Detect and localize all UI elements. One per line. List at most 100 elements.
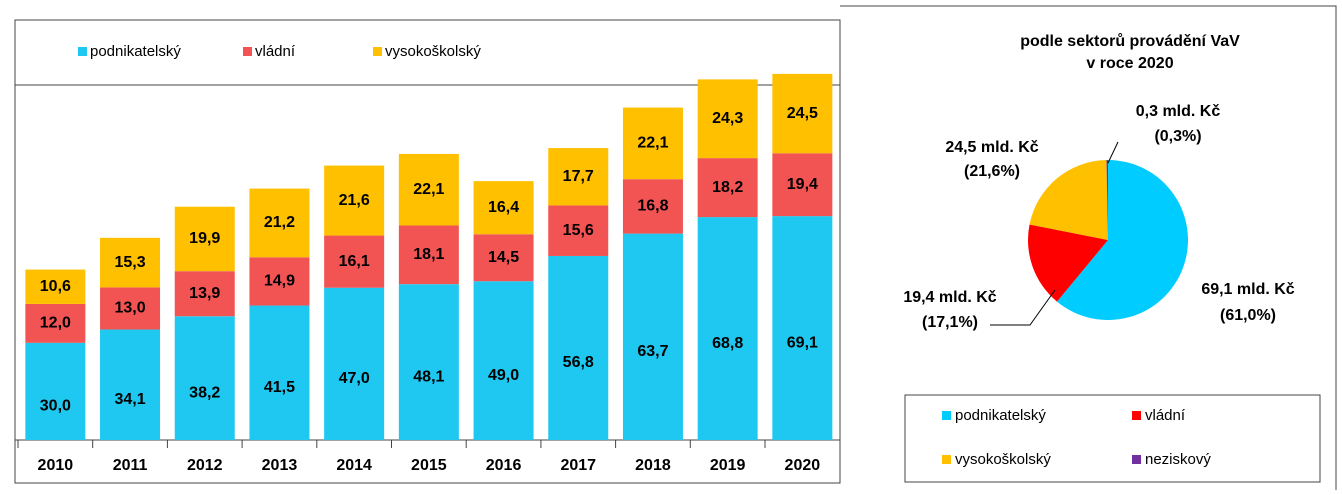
x-tick-label: 2015 [411,457,447,474]
bar-segment [548,148,609,206]
bar-segment [697,79,758,159]
bar-segment [100,329,161,440]
pie-slice [1057,160,1188,320]
data-label: 24,3 [712,110,743,127]
bar-segment [100,237,161,288]
bar-segment [100,287,161,330]
data-label: 10,6 [40,278,71,295]
pie-amount-label: 0,3 mld. Kč [1136,103,1221,120]
bar-segment [548,255,609,440]
pie-slice [1029,160,1108,240]
legend-label: podnikatelský [90,43,181,60]
pie-amount-label: 69,1 mld. Kč [1201,281,1294,298]
x-tick-label: 2014 [336,457,372,474]
pie-title: podle sektorů provádění VaV [1020,33,1240,50]
legend-label: vládní [1145,407,1186,424]
bar-segment [398,284,459,440]
legend-label: neziskový [1145,451,1211,468]
pie-percent-label: (21,6%) [964,163,1020,180]
data-label: 63,7 [637,343,668,360]
x-tick-label: 2011 [113,457,148,474]
data-label: 41,5 [264,379,295,396]
legend-label: vládní [255,43,296,60]
x-tick-label: 2012 [187,457,223,474]
x-tick-label: 2020 [785,457,821,474]
pie-amount-label: 19,4 mld. Kč [903,289,996,306]
data-label: 14,5 [488,249,519,266]
bar-segment [622,107,683,180]
bar-segment [174,271,235,317]
legend-swatch [942,455,951,464]
data-label: 21,2 [264,214,295,231]
bar-segment [697,217,758,440]
pie-slice [1106,160,1108,240]
data-label: 19,9 [189,230,220,247]
data-label: 34,1 [114,391,145,408]
bar-segment [249,188,310,258]
data-label: 68,8 [712,335,743,352]
bar-segment [398,153,459,226]
data-label: 49,0 [488,367,519,384]
bar-segment [249,305,310,440]
data-label: 24,5 [787,105,818,122]
bar-segment [622,179,683,234]
data-label: 56,8 [563,354,594,371]
bar-segment [25,342,86,440]
data-label: 47,0 [339,370,370,387]
x-tick-label: 2013 [262,457,298,474]
data-label: 21,6 [339,192,370,209]
pie-slice [1028,224,1108,302]
data-label: 19,4 [787,176,818,193]
bar-legend [14,19,841,86]
legend-label: vysokoškolský [955,451,1051,468]
bar-segment [772,216,833,440]
bar-segment [473,181,534,235]
data-label: 30,0 [40,398,71,415]
data-label: 69,1 [787,334,818,351]
bar-segment [249,257,310,306]
bar-segment [473,234,534,282]
legend-swatch [1132,455,1141,464]
pie-percent-label: (17,1%) [922,314,978,331]
data-label: 18,1 [413,246,444,263]
leader-line [990,289,1056,326]
data-label: 16,1 [339,253,370,270]
pie-amount-label: 24,5 mld. Kč [945,139,1038,156]
bar-segment [473,281,534,440]
legend-swatch [1132,411,1141,420]
x-tick-label: 2019 [710,457,746,474]
pie-legend [904,394,1321,483]
bar-segment [324,287,385,440]
bar-segment [174,206,235,272]
data-label: 48,1 [413,368,444,385]
leader-line [1107,141,1119,164]
bar-segment [772,73,833,154]
x-tick-label: 2018 [635,457,671,474]
legend-swatch [78,47,87,56]
legend-label: podnikatelský [955,407,1046,424]
data-label: 22,1 [637,135,668,152]
pie-percent-label: (0,3%) [1154,128,1201,145]
pie-title: v roce 2020 [1086,55,1173,72]
bar-segment [398,225,459,285]
pie-percent-label: (61,0%) [1220,307,1276,324]
bar-segment [174,316,235,440]
data-label: 18,2 [712,179,743,196]
legend-swatch [243,47,252,56]
bar-segment [25,269,86,304]
x-tick-label: 2016 [486,457,522,474]
data-label: 15,3 [114,254,145,271]
bar-segment [622,233,683,440]
data-label: 22,1 [413,181,444,198]
data-label: 14,9 [264,273,295,290]
data-label: 38,2 [189,384,220,401]
x-tick-label: 2010 [38,457,74,474]
bar-segment [772,153,833,217]
frame [840,5,1337,490]
data-label: 16,4 [488,199,519,216]
bar-segment [324,165,385,236]
bar-segment [25,303,86,343]
legend-swatch [942,411,951,420]
legend-swatch [373,47,382,56]
